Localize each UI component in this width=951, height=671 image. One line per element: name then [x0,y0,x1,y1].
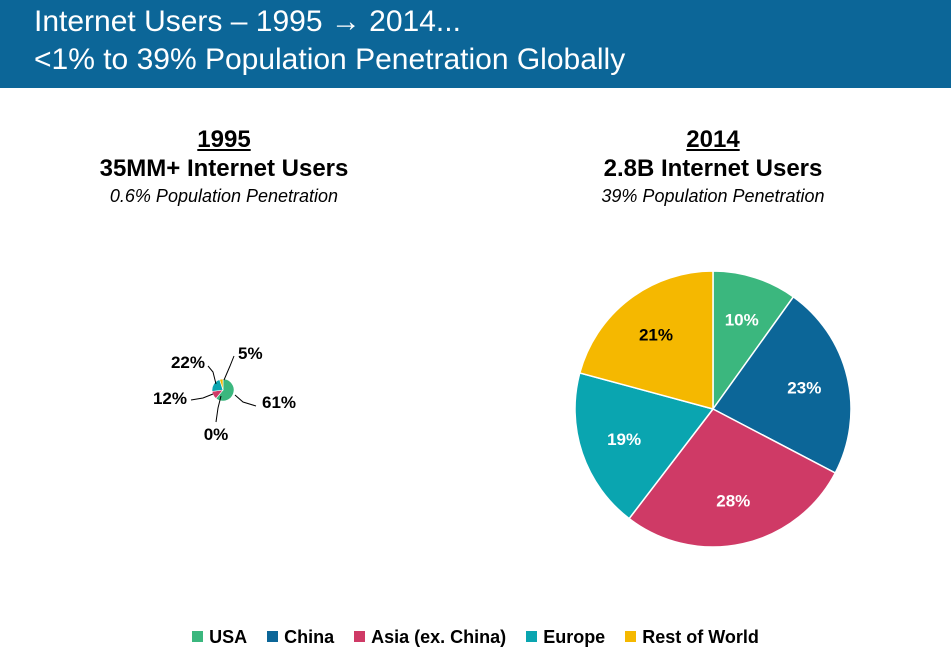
pie-2014: 10% 23% 28% 19% 21% [574,270,852,548]
legend-swatch-china [267,631,279,642]
chart-2014-header: 2014 2.8B Internet Users 39% Population … [533,126,893,208]
slide-subtitle: <1% to 39% Population Penetration Global… [34,43,626,76]
legend-swatch-usa [192,631,204,642]
pie-1995-label-china: 0% [204,425,229,444]
pie-1995-label-asia-ex-china: 12% [153,389,187,408]
chart-legend: USA China Asia (ex. China) Europe Rest of Wo… [0,627,951,648]
legend-label-europe: Europe [543,627,606,647]
pie-1995: 61% 0% 12% 22% 5% [153,344,296,444]
legend-swatch-europe [526,631,538,642]
legend-item-china: China [267,627,334,648]
legend-label-asia-ex-china: Asia (ex. China) [371,627,507,647]
legend-swatch-asia-ex-china [354,631,366,642]
chart-1995-header: 1995 35MM+ Internet Users 0.6% Populatio… [44,126,404,208]
chart-2014-title: 2.8B Internet Users [603,155,823,182]
legend-item-asia-ex-china: Asia (ex. China) [354,627,506,648]
pie-2014-slice-asia-ex-china [628,408,837,548]
legend-item-europe: Europe [526,627,605,648]
chart-1995-title: 35MM+ Internet Users [99,155,349,182]
pie-1995-leader-europe [207,365,217,385]
pie-1995-label-europe: 22% [171,353,205,372]
legend-label-usa: USA [209,627,248,647]
pie-2014-slice-china [711,295,852,474]
slide-title: Internet Users – 1995 → 2014... [34,5,461,38]
legend-item-usa: USA [192,627,247,648]
pie-1995-leader-asia-ex-china [190,393,214,401]
pie-2014-label-asia-ex-china: 28% [716,492,750,511]
pie-1995-leader-china [215,395,222,423]
chart-1995-subtitle: 0.6% Population Penetration [109,186,339,206]
pie-2014-label-usa: 10% [725,311,759,330]
chart-1995-year: 1995 [197,126,251,153]
pie-2014-slice-usa [712,270,795,412]
legend-label-china: China [284,627,335,647]
pie-1995-leader-rest-of-world [223,355,235,381]
pie-1995-slice-rest-of-world [219,378,224,391]
pie-1995-label-usa: 61% [262,393,296,412]
pie-1995-leader-usa [234,394,257,407]
legend-item-rest-of-world: Rest of World [625,627,759,648]
pie-2014-slice-europe [574,372,715,520]
legend-label-rest-of-world: Rest of World [642,627,759,647]
pie-2014-label-europe: 19% [607,430,641,449]
pie-2014-slice-rest-of-world [578,270,714,410]
pie-2014-label-china: 23% [787,378,821,397]
pie-1995-label-rest-of-world: 5% [238,344,263,363]
pie-2014-label-rest-of-world: 21% [639,325,673,344]
chart-2014-year: 2014 [686,126,740,153]
chart-2014-subtitle: 39% Population Penetration [601,186,825,206]
slide-header: Internet Users – 1995 → 2014... <1% to 3… [0,0,951,88]
legend-swatch-rest-of-world [625,631,637,642]
pie-1995-slice-usa [215,378,235,402]
